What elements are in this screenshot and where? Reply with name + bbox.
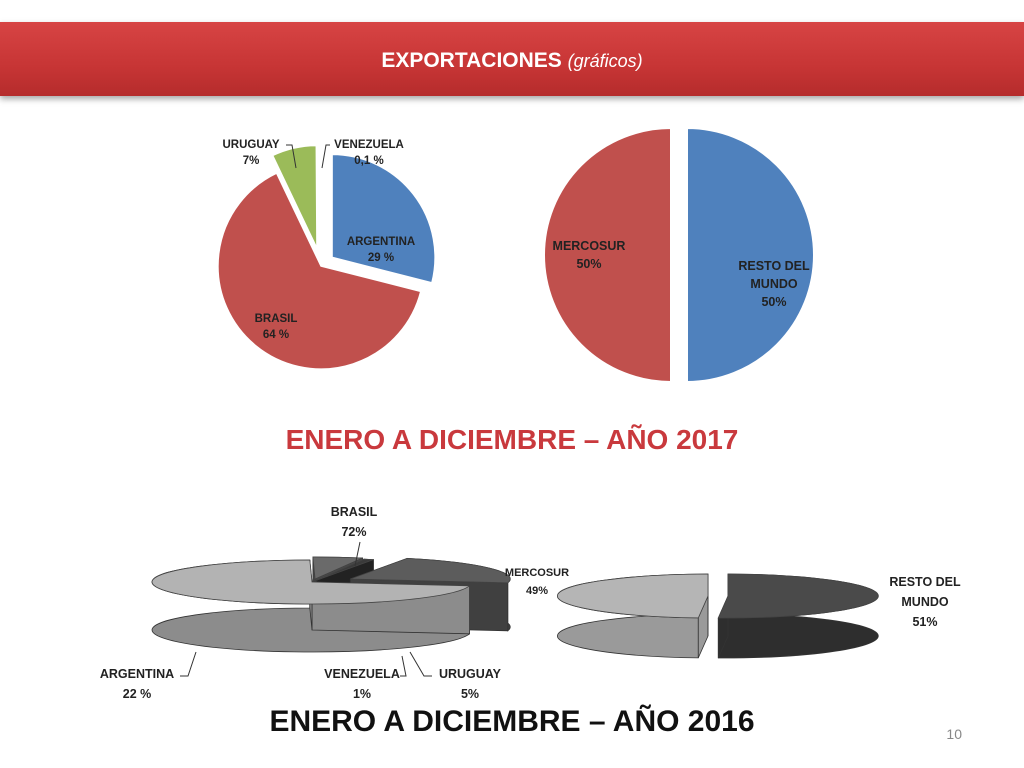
slice-mercosur xyxy=(543,126,672,384)
label-resto-del-mundo: RESTO DEL MUNDO 50% xyxy=(738,259,810,309)
slice-venezuela xyxy=(319,144,323,249)
title-subtitle: (gráficos) xyxy=(567,51,643,71)
slice-argentina xyxy=(350,557,511,584)
title-main: EXPORTACIONES xyxy=(381,49,562,72)
leader-line xyxy=(400,655,407,677)
leader-line xyxy=(409,651,432,677)
slice-brasil xyxy=(217,172,422,370)
label-resto-del-mundo: RESTO DEL MUNDO 51% xyxy=(889,575,961,629)
leader-line xyxy=(180,651,197,677)
slice-resto-del-mundo xyxy=(717,573,879,619)
title-banner: EXPORTACIONES (gráficos) xyxy=(0,22,1024,96)
slice-argentina xyxy=(331,153,436,284)
pie-chart-countries-2017: ARGENTINA 29 % BRASIL 64 % URUGUAY 7% VENEZUEL… xyxy=(217,139,436,370)
label-mercosur: MERCOSUR 50% xyxy=(553,239,626,271)
label-mercosur: MERCOSUR 49% xyxy=(505,567,569,597)
pie-chart-regions-2017: RESTO DEL MUNDO 50% MERCOSUR 50% xyxy=(543,126,815,384)
leader-line xyxy=(286,144,297,169)
heading-2016: ENERO A DICIEMBRE – AÑO 2016 xyxy=(269,705,755,738)
label-brasil: BRASIL 64 % xyxy=(255,313,298,341)
label-brasil: BRASIL 72% xyxy=(331,505,378,539)
page-title: EXPORTACIONES (gráficos) xyxy=(0,49,1024,73)
label-uruguay: URUGUAY 5% xyxy=(439,667,502,701)
slice-venezuela xyxy=(316,558,374,581)
pie-chart-regions-2016: RESTO DEL MUNDO 51% MERCOSUR 49% xyxy=(505,567,961,659)
slice-uruguay xyxy=(312,556,363,580)
label-uruguay: URUGUAY 7% xyxy=(222,139,279,167)
slice-mercosur xyxy=(557,573,709,619)
page-number: 10 xyxy=(946,726,962,742)
slice-resto-del-mundo xyxy=(686,126,815,384)
leader-line xyxy=(354,541,361,567)
slice-brasil xyxy=(151,559,471,605)
label-argentina: ARGENTINA 29 % xyxy=(347,236,415,264)
label-venezuela: VENEZUELA 0,1 % xyxy=(334,139,404,167)
label-argentina: ARGENTINA 22 % xyxy=(100,667,174,701)
label-venezuela: VENEZUELA 1% xyxy=(324,667,400,701)
leader-line xyxy=(321,144,330,169)
slice-uruguay xyxy=(271,144,318,249)
pie-chart-countries-2016: BRASIL 72% URUGUAY 5% VENEZUELA 1% ARGENTINA 22… xyxy=(100,505,511,701)
heading-2017: ENERO A DICIEMBRE – AÑO 2017 xyxy=(285,424,739,455)
